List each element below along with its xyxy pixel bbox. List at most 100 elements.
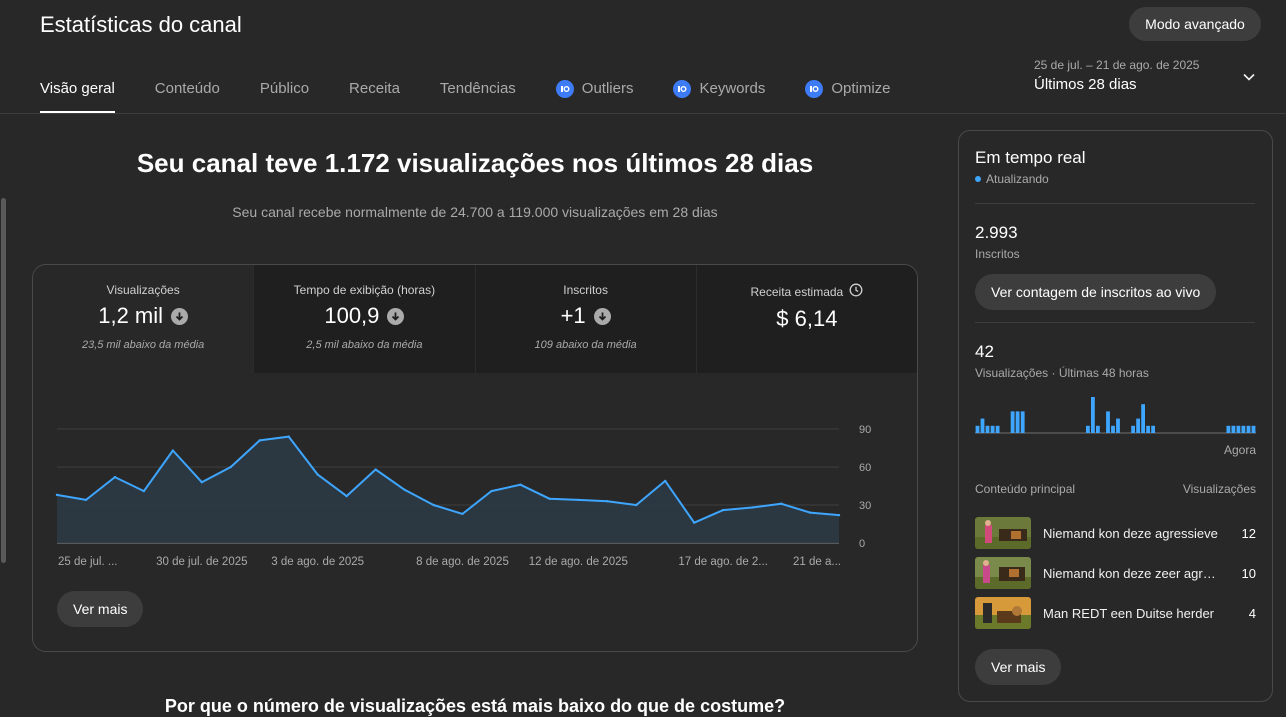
metric-value: 100,9 [324, 303, 380, 328]
realtime-bar[interactable] [1146, 425, 1150, 433]
realtime-bar[interactable] [1226, 425, 1231, 433]
x-tick-label: 21 de a... [793, 556, 841, 568]
tab-publico[interactable]: Público [260, 70, 309, 114]
subscriber-label: Inscritos [975, 247, 1020, 261]
y-tick-label: 90 [859, 424, 871, 436]
top-content-row[interactable]: Niemand kon deze agressieve 12 [975, 517, 1256, 549]
x-tick-label: 12 de ago. de 2025 [529, 556, 628, 568]
clock-icon[interactable] [849, 283, 863, 300]
realtime-bar[interactable] [1091, 397, 1095, 433]
realtime-bar[interactable] [1020, 411, 1025, 433]
data-point [374, 468, 377, 471]
divider [975, 203, 1255, 204]
low-views-question[interactable]: Por que o número de visualizações está m… [164, 696, 786, 716]
realtime-bar[interactable] [995, 425, 1000, 433]
chevron-down-icon [1243, 73, 1255, 81]
tab-optimize[interactable]: Optimize [805, 70, 891, 114]
x-tick-label: 17 de ago. de 2... [678, 556, 768, 568]
metric-label: Tempo de exibição (horas) [293, 283, 436, 297]
data-point [113, 475, 117, 479]
video-thumbnail [975, 517, 1031, 549]
realtime-bar[interactable] [1251, 425, 1256, 433]
tabs-divider [0, 113, 1286, 114]
data-point [84, 498, 88, 502]
video-title: Niemand kon deze agressieve [1043, 525, 1218, 541]
date-range-label: Últimos 28 dias [1034, 76, 1137, 93]
realtime-bar[interactable] [1131, 425, 1135, 433]
realtime-bar[interactable] [990, 425, 995, 433]
realtime-title: Em tempo real [975, 148, 1086, 167]
realtime-bar[interactable] [975, 425, 980, 433]
video-views: 12 [1241, 525, 1256, 541]
realtime-bar[interactable] [1246, 425, 1251, 433]
metric-tab[interactable]: Visualizações 1,2 mil 23,5 mil abaixo da m… [33, 265, 255, 373]
tab-label: Tendências [439, 80, 516, 97]
y-tick-label: 30 [859, 500, 871, 512]
metric-tab[interactable]: Tempo de exibição (horas) 100,9 2,5 mil ab… [254, 265, 476, 373]
metric-label-row: Visualizações [33, 283, 253, 297]
realtime-bar[interactable] [1231, 425, 1236, 433]
data-point [345, 494, 348, 498]
metric-tab[interactable]: Inscritos +1 109 abaixo da média [475, 265, 697, 373]
tab-tendencias[interactable]: Tendências [440, 70, 516, 114]
data-point [577, 498, 580, 502]
realtime-bar[interactable] [1086, 425, 1090, 433]
metric-comparison: 2,5 mil abaixo da média [306, 339, 423, 351]
data-point [721, 508, 725, 512]
y-tick-label: 0 [859, 538, 865, 550]
metric-tab[interactable]: Receita estimada $ 6,14 [696, 265, 917, 373]
video-views: 4 [1248, 605, 1256, 621]
realtime-bar[interactable] [1015, 411, 1020, 433]
realtime-bar[interactable] [985, 425, 990, 433]
arrow-down-icon [387, 307, 405, 325]
realtime-bar[interactable] [1106, 411, 1110, 433]
advanced-mode-button[interactable]: Modo avançado [1129, 7, 1261, 41]
x-tick-label: 30 de jul. de 2025 [156, 556, 247, 568]
date-range-picker[interactable]: 25 de jul. – 21 de ago. de 2025 Últimos … [1034, 58, 1256, 93]
realtime-bar[interactable] [1151, 425, 1155, 433]
realtime-bar[interactable] [1111, 425, 1115, 433]
tab-keywords[interactable]: Keywords [673, 70, 765, 114]
realtime-bar[interactable] [1236, 425, 1241, 433]
video-title: Niemand kon deze zeer agressieve [1043, 565, 1221, 581]
realtime-bar[interactable] [1141, 404, 1145, 433]
metric-label-row: Receita estimada [697, 283, 917, 300]
metric-value: 1,2 mil [98, 303, 164, 328]
top-content-row[interactable]: Man REDT een Duitse herder 4 [975, 597, 1256, 629]
data-point [837, 513, 841, 517]
views-line [56, 435, 840, 524]
data-point [635, 503, 638, 507]
overview-headline: Seu canal teve 1.172 visualizações nos ú… [136, 148, 814, 178]
metric-label: Visualizações [106, 283, 180, 297]
top-content-row[interactable]: Niemand kon deze zeer agressieve 10 [975, 557, 1256, 589]
page-scrollbar[interactable] [1, 198, 6, 563]
top-content-header: Conteúdo principal Visualizações [975, 482, 1256, 496]
realtime-bar[interactable] [1010, 411, 1015, 433]
data-point [55, 493, 59, 497]
tab-label: Visão geral [40, 80, 115, 97]
data-point [548, 497, 551, 500]
metric-value: $ 6,14 [776, 306, 838, 331]
subscriber-count: 2.993 [975, 223, 1018, 242]
tab-label: Receita [349, 80, 400, 97]
data-point [403, 488, 406, 491]
tab-receita[interactable]: Receita [349, 70, 400, 114]
realtime-see-more-button[interactable]: Ver mais [975, 649, 1062, 685]
vidiq-icon [805, 80, 824, 98]
realtime-bar[interactable] [1241, 425, 1246, 433]
data-point [171, 449, 175, 452]
realtime-bar[interactable] [980, 418, 985, 433]
tab-visao-geral[interactable]: Visão geral [40, 70, 115, 114]
realtime-bar[interactable] [1096, 425, 1100, 433]
metric-value-row: 1,2 mil [33, 303, 253, 329]
realtime-bar[interactable] [1136, 418, 1140, 433]
see-more-button[interactable]: Ver mais [57, 591, 144, 627]
x-tick-label: 8 de ago. de 2025 [416, 556, 509, 568]
y-tick-label: 60 [859, 462, 871, 474]
realtime-bar[interactable] [1116, 418, 1120, 433]
arrow-down-icon [171, 307, 189, 325]
tab-conteudo[interactable]: Conteúdo [155, 70, 220, 114]
tab-label: Outliers [581, 80, 634, 97]
tab-outliers[interactable]: Outliers [555, 70, 634, 114]
live-subscriber-count-button[interactable]: Ver contagem de inscritos ao vivo [975, 274, 1217, 310]
